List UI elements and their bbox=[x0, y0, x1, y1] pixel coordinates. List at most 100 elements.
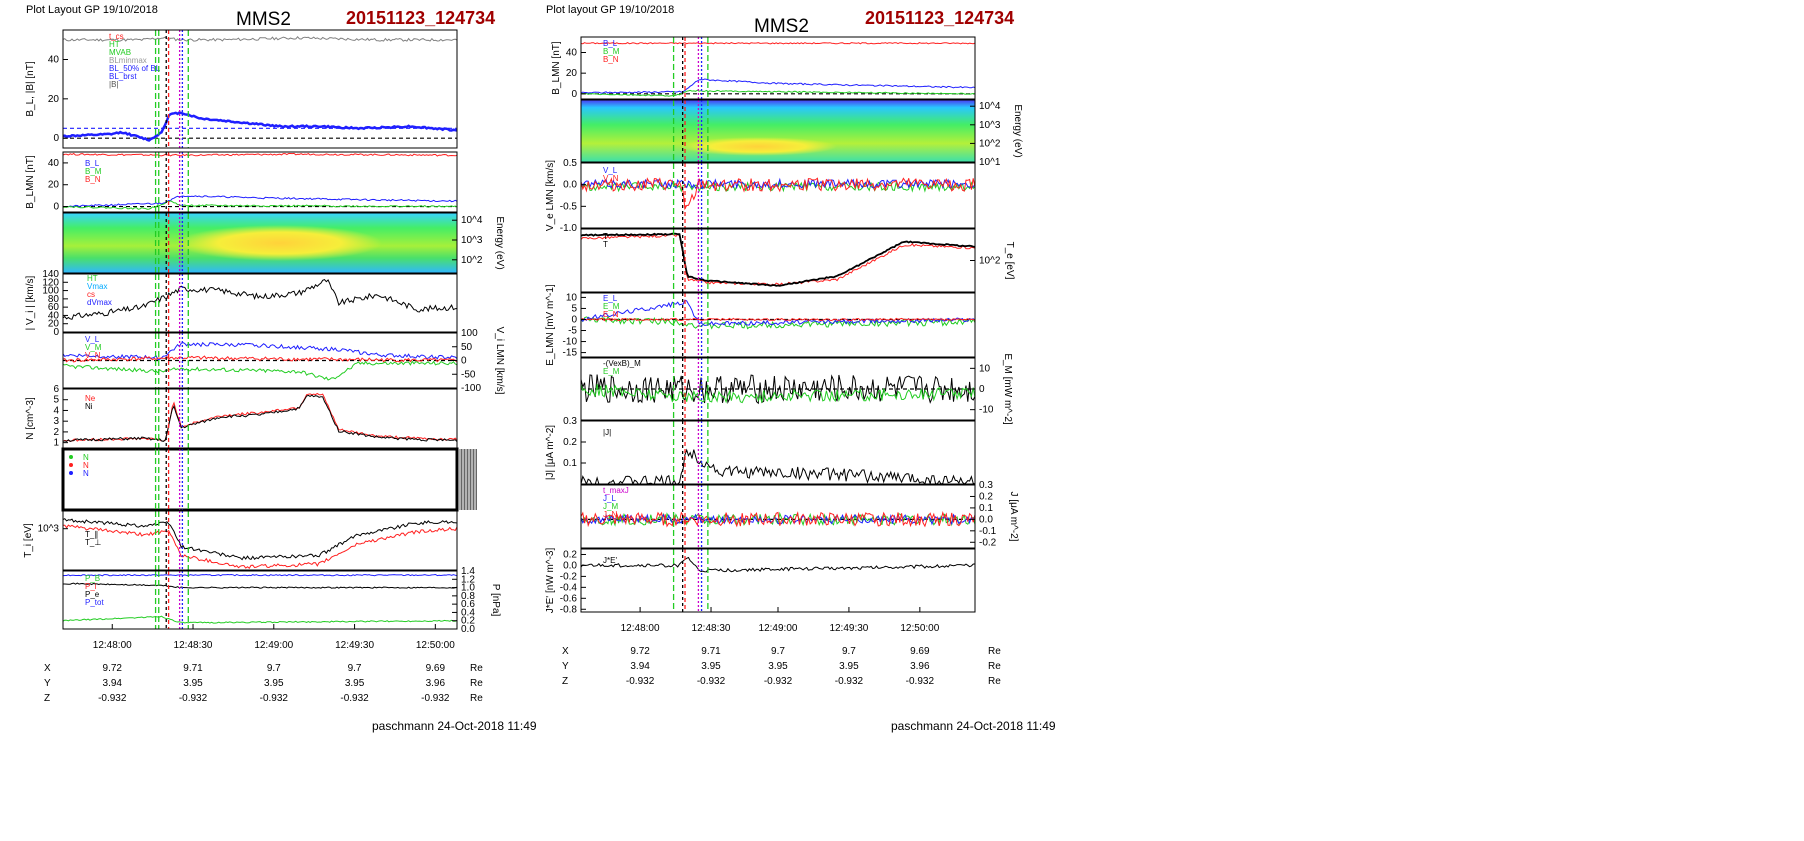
legend-entry: B_N bbox=[603, 55, 619, 64]
y-tick-label: 0.5 bbox=[563, 158, 577, 169]
y-tick-label: 20 bbox=[566, 68, 578, 79]
y-tick-label: -10 bbox=[979, 405, 994, 416]
x-tick-label: 12:48:30 bbox=[174, 640, 213, 651]
y-tick-label: 5 bbox=[53, 395, 59, 406]
ephemeris-value: 3.96 bbox=[910, 661, 930, 672]
ephemeris-value: -0.932 bbox=[906, 676, 935, 687]
event-id-right: 20151123_124734 bbox=[865, 8, 1015, 28]
panel-background bbox=[63, 449, 457, 510]
ephemeris-value: 3.94 bbox=[103, 678, 123, 689]
y-tick-label: 10^3 bbox=[979, 120, 1001, 131]
legend-entry: V_N bbox=[603, 174, 619, 183]
ephemeris-value: -0.932 bbox=[260, 693, 289, 704]
ion-temp-series bbox=[62, 518, 458, 561]
y-tick-label: 0.4 bbox=[461, 607, 475, 618]
y-tick-label: -0.6 bbox=[560, 593, 578, 604]
panel-background bbox=[63, 511, 457, 570]
y-axis-label: | V_i | [km/s] bbox=[25, 275, 36, 330]
legend-entry: N bbox=[83, 461, 89, 470]
panel-r-spectrogram: 10^1 10^2 10^3 10^4 Energy (eV) bbox=[580, 99, 1023, 168]
y-tick-label: 10^2 bbox=[979, 256, 1001, 267]
legend-entry: Vmax bbox=[87, 282, 107, 291]
footer-right: paschmann 24-Oct-2018 11:49 bbox=[891, 719, 1056, 733]
panel-background bbox=[63, 152, 457, 212]
y-tick-label: 10^2 bbox=[979, 138, 1001, 149]
legend-entry: |J| bbox=[603, 428, 611, 437]
y-tick-label: 0 bbox=[571, 89, 577, 100]
panel-background bbox=[581, 421, 975, 484]
y-tick-label: 40 bbox=[48, 158, 60, 169]
ephemeris-label: Z bbox=[44, 693, 50, 704]
y-tick-label: 50 bbox=[461, 342, 473, 353]
panel-frame bbox=[580, 420, 976, 485]
panel-background bbox=[581, 549, 975, 612]
y-axis-label: T_e [eV] bbox=[1004, 242, 1015, 280]
legend-entry: V_M bbox=[85, 343, 102, 352]
y-axis-label: B_L, |B| [nT] bbox=[25, 61, 36, 116]
legend-entry: dVmax bbox=[87, 298, 112, 307]
ephemeris-value: 9.69 bbox=[426, 663, 446, 674]
panel-r-em: -(VexB)_ME_M -10 0 10 E_M [mW m^-2] bbox=[580, 353, 1013, 425]
legend-entry: cs bbox=[87, 290, 95, 299]
legend-marker bbox=[69, 471, 73, 475]
ephemeris-value: 9.72 bbox=[103, 663, 123, 674]
y-axis-label: T_i [eV] bbox=[23, 523, 34, 558]
panel-frame bbox=[580, 292, 976, 358]
panel-background bbox=[581, 229, 975, 292]
y-tick-label: -0.2 bbox=[560, 571, 578, 582]
vi-mag-series bbox=[62, 279, 458, 320]
ephemeris-value: 3.96 bbox=[426, 678, 446, 689]
y-tick-label: -0.5 bbox=[560, 201, 578, 212]
event-id-left: 20151123_124734 bbox=[346, 8, 496, 28]
x-tick-label: 12:50:00 bbox=[900, 623, 939, 634]
r-te-perp-series bbox=[580, 232, 976, 287]
y-tick-label: 1.4 bbox=[461, 566, 475, 577]
ephemeris-label: X bbox=[562, 646, 569, 657]
vi-lmn-series bbox=[62, 341, 458, 361]
panel-blmn: B_LB_MB_N 0 20 40 B_LMN [nT] bbox=[25, 151, 458, 213]
y-tick-label: -5 bbox=[568, 326, 577, 337]
ephemeris-unit: Re bbox=[988, 661, 1001, 672]
ephemeris-value: -0.932 bbox=[421, 693, 450, 704]
bl-burst-series bbox=[62, 111, 458, 142]
pressure-series bbox=[62, 573, 458, 577]
ephemeris-value: 3.95 bbox=[345, 678, 365, 689]
ephemeris-value: 3.95 bbox=[701, 661, 721, 672]
legend-entry: B_M bbox=[85, 167, 102, 176]
legend-entry: V_L bbox=[603, 166, 618, 175]
legend-entry: BL_brst bbox=[109, 72, 137, 81]
ephemeris-value: 9.7 bbox=[842, 646, 856, 657]
blmn-series bbox=[62, 195, 458, 208]
x-tick-label: 12:49:30 bbox=[829, 623, 868, 634]
panel-frame bbox=[580, 162, 976, 229]
ephemeris-value: -0.932 bbox=[179, 693, 208, 704]
panel-frame bbox=[62, 510, 458, 571]
legend-entry: T_∥ bbox=[85, 530, 98, 539]
legend-entry: E_N bbox=[603, 310, 619, 319]
y-tick-label: -15 bbox=[563, 348, 578, 359]
ephemeris-value: 3.94 bbox=[630, 661, 650, 672]
y-tick-label: 1 bbox=[53, 438, 59, 449]
y-axis-label: B_LMN [nT] bbox=[551, 41, 562, 95]
y-axis-label: J [μA m^-2] bbox=[1008, 492, 1019, 542]
y-tick-label: 10^1 bbox=[979, 157, 1001, 168]
ephemeris-value: 9.7 bbox=[348, 663, 362, 674]
vi-lmn-series bbox=[62, 355, 458, 363]
y-tick-label: -0.8 bbox=[560, 604, 578, 615]
ephemeris-unit: Re bbox=[470, 678, 483, 689]
r-el-series bbox=[580, 315, 976, 330]
ephemeris-value: 3.95 bbox=[264, 678, 284, 689]
y-tick-label: 0.2 bbox=[563, 549, 577, 560]
pressure-series bbox=[62, 615, 458, 624]
y-tick-label: 10^4 bbox=[461, 215, 483, 226]
legend-entry: T_⊥ bbox=[85, 538, 101, 547]
footer-left: paschmann 24-Oct-2018 11:49 bbox=[372, 719, 537, 733]
r-en-series bbox=[580, 317, 976, 322]
y-tick-label: 10^3 bbox=[38, 524, 60, 535]
y-tick-label: 120 bbox=[42, 277, 59, 288]
legend-entry: B_M bbox=[603, 47, 620, 56]
panel-frame bbox=[62, 273, 458, 333]
